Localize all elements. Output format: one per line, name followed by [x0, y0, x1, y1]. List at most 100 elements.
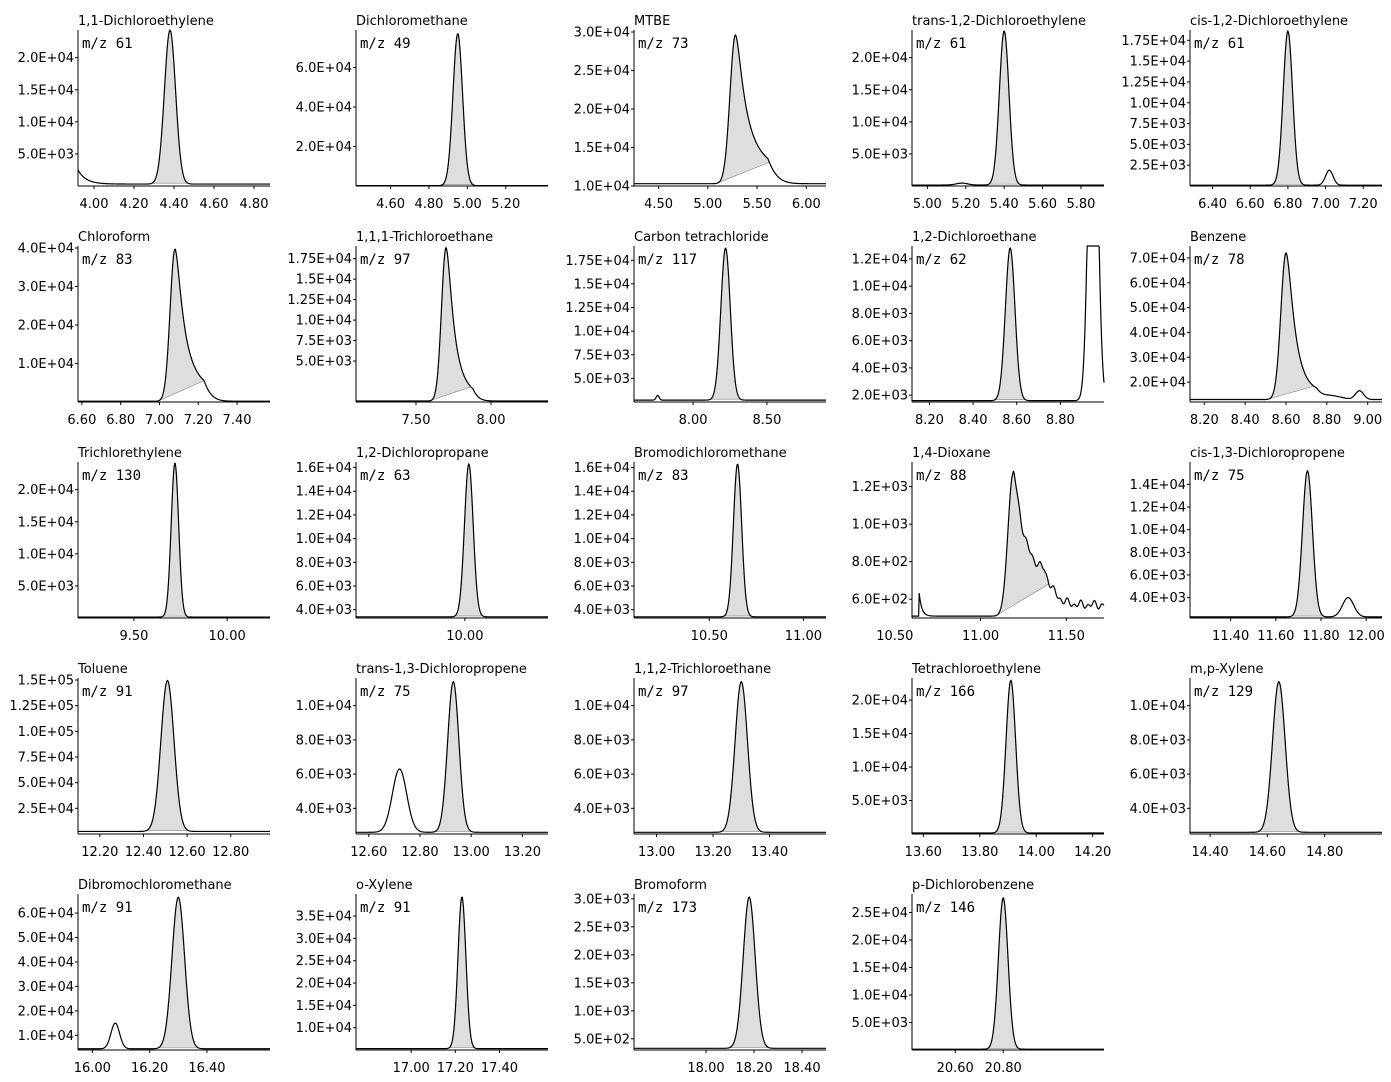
chart-title: Dichloromethane — [356, 14, 468, 29]
y-tick-label: 2.5E+04 — [18, 802, 74, 817]
chart-title: m,p-Xylene — [1190, 662, 1264, 677]
y-tick-label: 5.0E+03 — [18, 579, 74, 594]
mz-annotation: m/z 166 — [916, 684, 975, 700]
chart-title: trans-1,2-Dichloroethylene — [912, 14, 1086, 29]
chromatogram-panel: 1,2-Dichloropropane m/z 63 4.0E+03 6.0E+03 8… — [278, 432, 556, 648]
chromatogram-panel: Chloroform m/z 83 1.0E+04 2.0E+04 3.0E+04 4.0… — [0, 216, 278, 432]
y-tick-label: 1.4E+04 — [296, 485, 352, 500]
x-tick-label: 9.50 — [119, 629, 148, 644]
chart-title: Dibromochloromethane — [78, 878, 232, 893]
x-tick-label: 5.60 — [1028, 197, 1057, 212]
peak-area — [986, 897, 1020, 1049]
mz-annotation: m/z 83 — [638, 468, 689, 484]
y-tick-label: 6.0E+04 — [296, 61, 352, 76]
y-tick-label: 1.5E+04 — [852, 961, 908, 976]
peak-area — [729, 896, 769, 1048]
y-tick-label: 2.5E+03 — [574, 920, 630, 935]
y-tick-label: 1.2E+04 — [852, 252, 908, 267]
y-tick-label: 1.0E+04 — [1130, 699, 1186, 714]
y-tick-label: 3.0E+04 — [574, 26, 630, 41]
y-tick-label: 1.25E+04 — [287, 293, 352, 308]
chromatogram-svg: 1,1,1-Trichloroethane m/z 97 5.0E+03 7.5E+0… — [287, 230, 548, 428]
y-tick-label: 1.0E+04 — [574, 699, 630, 714]
chromatogram-trace — [634, 680, 826, 833]
mz-annotation: m/z 97 — [360, 252, 411, 268]
mz-annotation: m/z 129 — [1194, 684, 1253, 700]
x-tick-label: 11.80 — [1302, 629, 1339, 644]
x-tick-label: 5.20 — [491, 197, 520, 212]
y-tick-label: 2.0E+04 — [852, 51, 908, 66]
mz-annotation: m/z 91 — [82, 900, 133, 916]
y-tick-label: 1.5E+04 — [574, 141, 630, 156]
x-tick-label: 18.40 — [783, 1061, 820, 1076]
chart-title: Bromoform — [634, 878, 707, 893]
x-tick-label: 8.20 — [1190, 413, 1219, 428]
x-tick-label: 14.00 — [1018, 845, 1055, 860]
x-tick-label: 6.60 — [67, 413, 96, 428]
chart-title: cis-1,2-Dichloroethylene — [1190, 14, 1348, 29]
x-tick-label: 8.50 — [752, 413, 781, 428]
x-tick-label: 4.50 — [644, 197, 673, 212]
x-tick-label: 12.00 — [1348, 629, 1385, 644]
y-tick-label: 1.0E+04 — [1130, 523, 1186, 538]
y-tick-label: 2.5E+04 — [574, 64, 630, 79]
y-tick-label: 6.0E+03 — [1130, 768, 1186, 783]
x-tick-label: 13.20 — [504, 845, 541, 860]
chromatogram-panel: p-Dichlorobenzene m/z 146 5.0E+03 1.0E+04 1.… — [834, 864, 1112, 1080]
y-tick-label: 1.5E+04 — [18, 83, 74, 98]
mz-annotation: m/z 97 — [638, 684, 689, 700]
y-tick-label: 4.0E+03 — [296, 603, 352, 618]
y-tick-label: 8.0E+03 — [1130, 546, 1186, 561]
mz-annotation: m/z 173 — [638, 900, 697, 916]
y-tick-label: 1.75E+04 — [565, 254, 630, 269]
chromatogram-trace — [356, 462, 548, 618]
x-tick-label: 11.00 — [785, 629, 822, 644]
chromatogram-trace — [634, 247, 826, 401]
chromatogram-trace — [1190, 29, 1382, 186]
chromatogram-svg: o-Xylene m/z 91 1.0E+04 1.5E+04 2.0E+04 2.5E+… — [296, 878, 548, 1076]
y-tick-label: 6.0E+03 — [574, 768, 630, 783]
y-tick-label: 5.0E+03 — [852, 794, 908, 809]
chromatogram-trace — [912, 245, 1105, 402]
chromatogram-trace — [356, 246, 548, 402]
y-tick-label: 4.0E+03 — [296, 802, 352, 817]
y-tick-label: 2.0E+04 — [18, 51, 74, 66]
y-tick-label: 4.0E+03 — [852, 361, 908, 376]
y-tick-label: 2.0E+04 — [18, 319, 74, 334]
y-tick-label: 2.0E+04 — [852, 934, 908, 949]
peak-area — [157, 896, 199, 1049]
y-tick-label: 2.5E+04 — [852, 906, 908, 921]
y-tick-label: 6.0E+03 — [852, 334, 908, 349]
chromatogram-svg: Dichloromethane m/z 49 2.0E+04 4.0E+04 6.0E+… — [296, 14, 548, 212]
chromatogram-svg: 1,1-Dichloroethylene m/z 61 5.0E+03 1.0E+04… — [18, 14, 270, 212]
mz-annotation: m/z 49 — [360, 36, 411, 52]
x-tick-label: 5.00 — [693, 197, 722, 212]
x-tick-label: 16.40 — [188, 1061, 225, 1076]
y-tick-label: 5.0E+03 — [1130, 138, 1186, 153]
y-tick-label: 2.0E+04 — [1130, 376, 1186, 391]
x-tick-label: 5.20 — [951, 197, 980, 212]
chromatogram-svg: cis-1,3-Dichloropropene m/z 75 4.0E+03 6.0E… — [1130, 446, 1385, 644]
chromatogram-panel: trans-1,3-Dichloropropene m/z 75 4.0E+03 6.… — [278, 648, 556, 864]
peak-area — [717, 34, 770, 184]
y-tick-label: 3.0E+04 — [18, 980, 74, 995]
chromatogram-svg: Chloroform m/z 83 1.0E+04 2.0E+04 3.0E+04 4.0… — [18, 230, 270, 428]
y-tick-label: 1.5E+04 — [1130, 55, 1186, 70]
y-tick-label: 2.0E+04 — [296, 140, 352, 155]
chromatogram-panel: 1,1-Dichloroethylene m/z 61 5.0E+03 1.0E+04… — [0, 0, 278, 216]
x-tick-label: 13.00 — [453, 845, 490, 860]
chart-title: 1,1-Dichloroethylene — [78, 14, 214, 29]
y-tick-label: 2.0E+04 — [852, 694, 908, 709]
x-tick-label: 11.00 — [962, 629, 999, 644]
x-tick-label: 12.60 — [168, 845, 205, 860]
chromatogram-svg: Bromodichloromethane m/z 83 4.0E+03 6.0E+03… — [574, 446, 826, 644]
mz-annotation: m/z 75 — [1194, 468, 1245, 484]
chart-title: MTBE — [634, 14, 670, 29]
chromatogram-trace — [1190, 680, 1382, 833]
x-tick-label: 13.60 — [905, 845, 942, 860]
peak-area — [448, 896, 476, 1049]
chromatogram-panel: Carbon tetrachloride m/z 117 5.0E+03 7.5E+0… — [556, 216, 834, 432]
mz-annotation: m/z 91 — [82, 684, 133, 700]
x-tick-label: 6.00 — [792, 197, 821, 212]
x-tick-label: 10.50 — [876, 629, 913, 644]
